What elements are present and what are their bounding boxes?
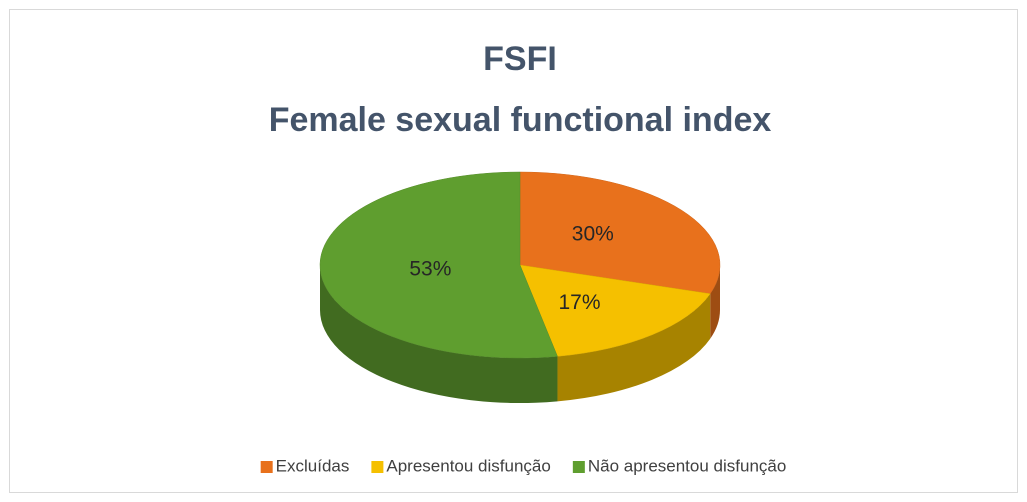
data-label: 53% xyxy=(409,257,451,280)
legend-swatch xyxy=(572,461,585,473)
legend-label: Apresentou disfunção xyxy=(386,456,550,475)
legend-label: Não apresentou disfunção xyxy=(588,456,786,475)
data-label: 30% xyxy=(572,222,614,245)
slice xyxy=(519,264,711,357)
slice-side xyxy=(710,265,720,339)
slice-side xyxy=(320,265,558,404)
legend: Excluídas Apresentou disfunção Não apresen… xyxy=(260,456,786,475)
legend-label: Excluídas xyxy=(276,456,350,475)
chart-subtitle: Female sexual functional index xyxy=(269,101,772,139)
slice xyxy=(319,171,558,359)
legend-swatch xyxy=(371,461,384,473)
slice-side xyxy=(557,293,711,402)
data-label: 17% xyxy=(559,291,601,314)
legend-swatch xyxy=(260,461,273,473)
slice xyxy=(519,171,721,295)
chart-title: FSFI xyxy=(483,40,557,78)
